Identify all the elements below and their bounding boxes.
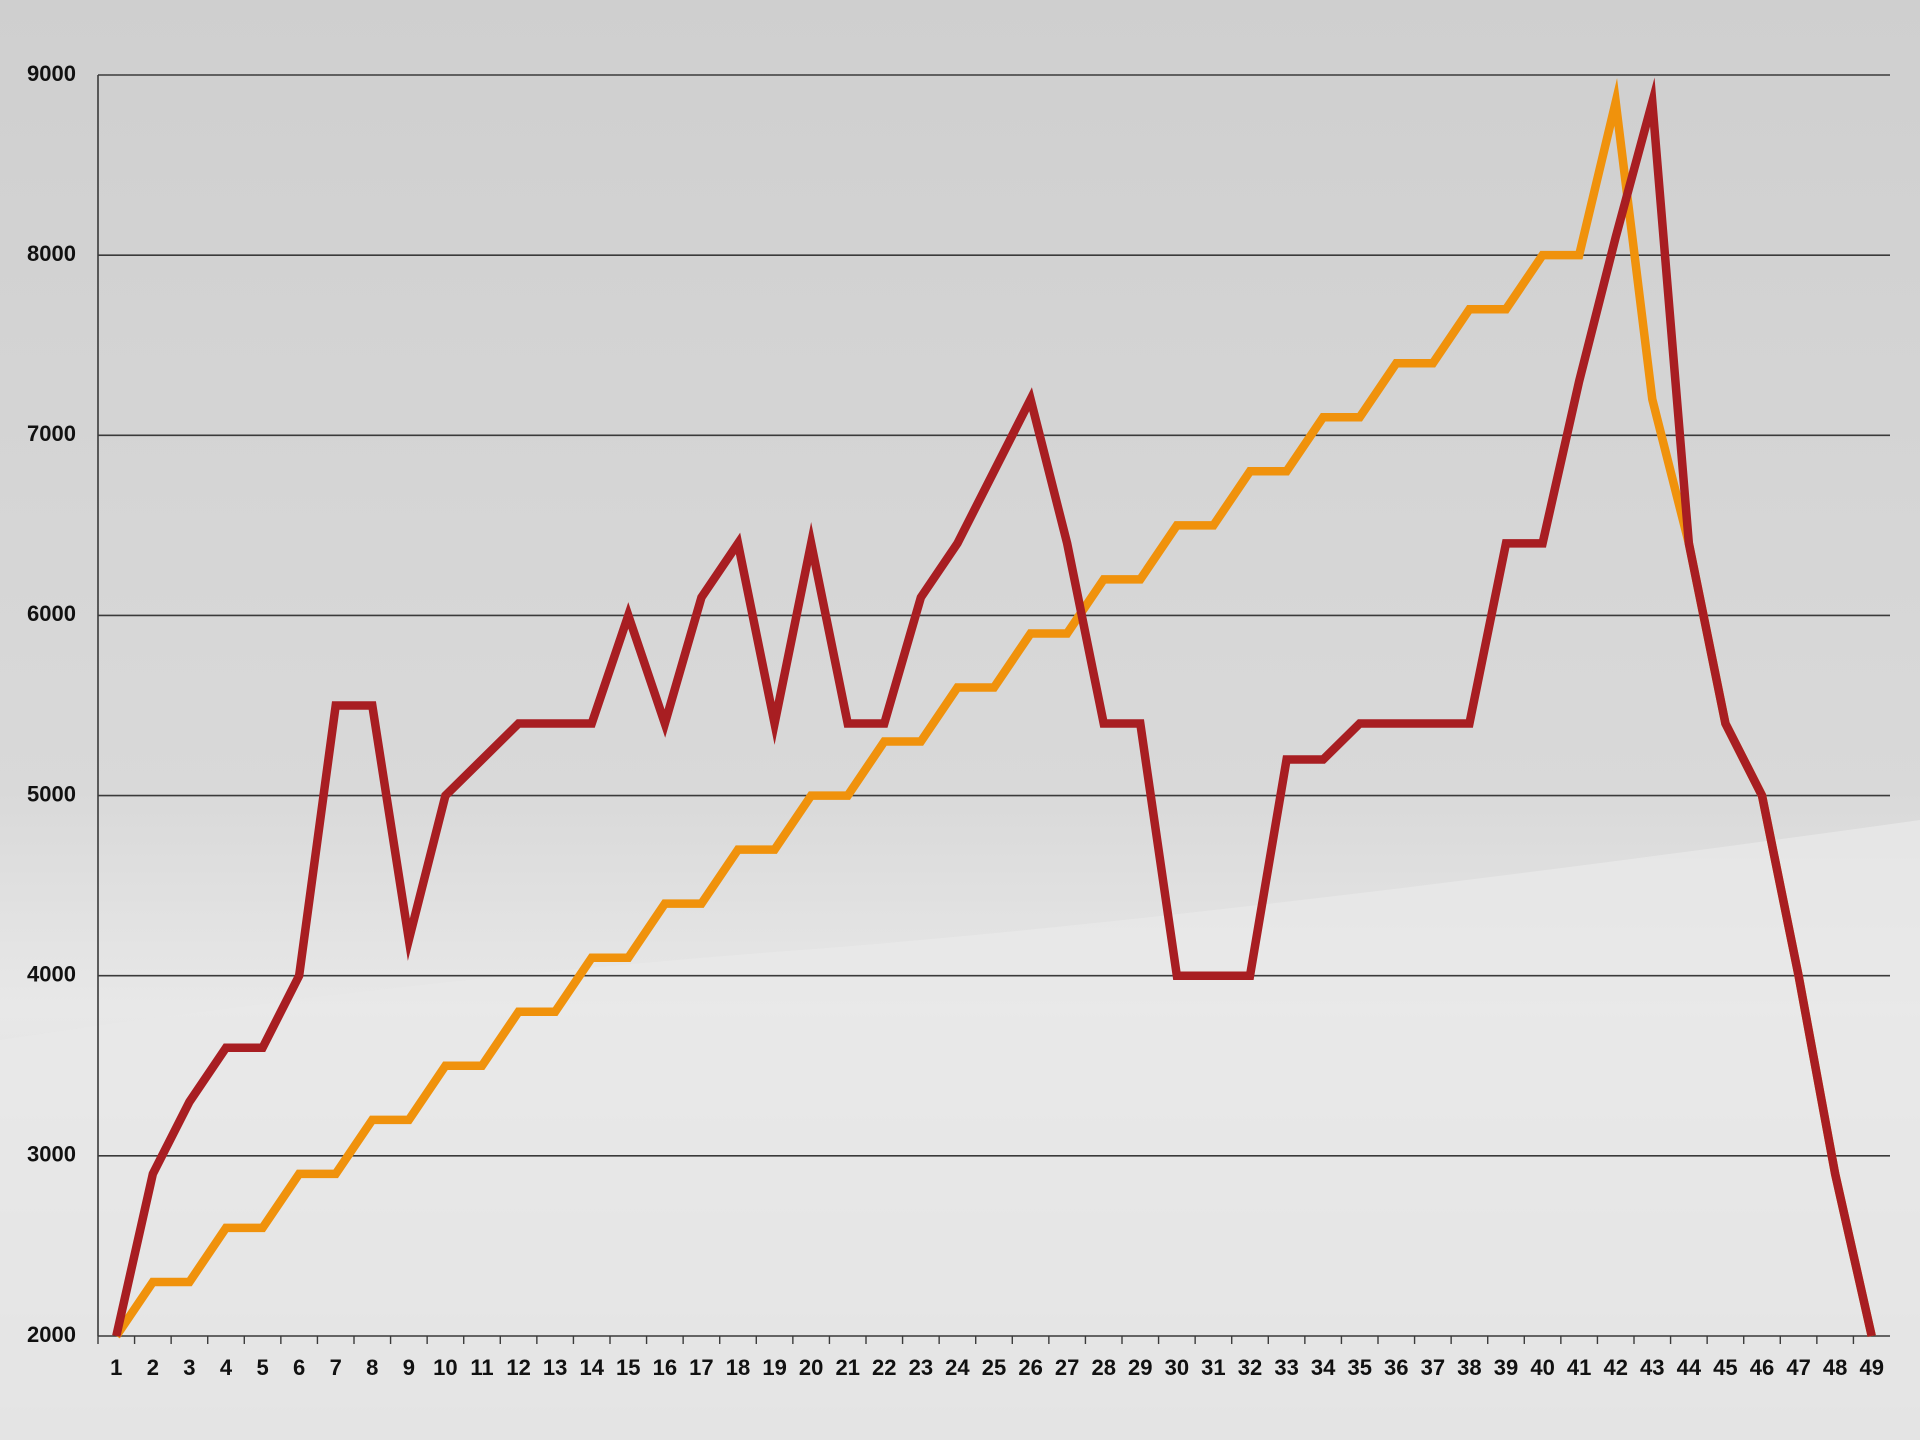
x-tick-label: 38: [1457, 1355, 1481, 1380]
x-tick-label: 20: [799, 1355, 823, 1380]
y-tick-label: 8000: [27, 241, 76, 266]
x-tick-label: 10: [433, 1355, 457, 1380]
x-tick-label: 41: [1567, 1355, 1591, 1380]
x-tick-label: 25: [982, 1355, 1006, 1380]
x-tick-label: 16: [653, 1355, 677, 1380]
x-tick-label: 8: [366, 1355, 378, 1380]
x-tick-label: 7: [330, 1355, 342, 1380]
x-tick-label: 17: [689, 1355, 713, 1380]
x-tick-label: 33: [1274, 1355, 1298, 1380]
x-tick-label: 47: [1786, 1355, 1810, 1380]
y-tick-label: 7000: [27, 421, 76, 446]
x-tick-label: 23: [909, 1355, 933, 1380]
x-tick-label: 3: [183, 1355, 195, 1380]
x-tick-label: 46: [1750, 1355, 1774, 1380]
x-tick-label: 36: [1384, 1355, 1408, 1380]
x-tick-label: 4: [220, 1355, 233, 1380]
x-tick-label: 1: [110, 1355, 122, 1380]
x-tick-label: 13: [543, 1355, 567, 1380]
y-tick-label: 3000: [27, 1142, 76, 1167]
x-tick-label: 30: [1165, 1355, 1189, 1380]
x-tick-label: 24: [945, 1355, 970, 1380]
y-tick-label: 2000: [27, 1322, 76, 1347]
x-tick-label: 6: [293, 1355, 305, 1380]
x-tick-label: 14: [579, 1355, 604, 1380]
x-tick-label: 27: [1055, 1355, 1079, 1380]
x-tick-label: 18: [726, 1355, 750, 1380]
y-tick-label: 5000: [27, 781, 76, 806]
x-tick-label: 28: [1091, 1355, 1115, 1380]
x-tick-label: 42: [1603, 1355, 1627, 1380]
x-tick-label: 11: [470, 1355, 493, 1380]
chart: 2000300040005000600070008000900012345678…: [0, 0, 1920, 1440]
x-tick-label: 39: [1494, 1355, 1518, 1380]
x-tick-label: 48: [1823, 1355, 1847, 1380]
y-tick-label: 6000: [27, 601, 76, 626]
x-tick-label: 45: [1713, 1355, 1737, 1380]
x-tick-label: 2: [147, 1355, 159, 1380]
x-tick-label: 40: [1530, 1355, 1554, 1380]
x-tick-label: 26: [1018, 1355, 1042, 1380]
x-tick-label: 9: [403, 1355, 415, 1380]
x-tick-label: 35: [1347, 1355, 1371, 1380]
x-tick-label: 12: [506, 1355, 530, 1380]
x-tick-label: 44: [1677, 1355, 1702, 1380]
x-tick-label: 15: [616, 1355, 640, 1380]
x-tick-label: 49: [1859, 1355, 1883, 1380]
x-tick-label: 32: [1238, 1355, 1262, 1380]
x-tick-label: 34: [1311, 1355, 1336, 1380]
x-tick-label: 5: [256, 1355, 268, 1380]
x-tick-label: 29: [1128, 1355, 1152, 1380]
x-tick-label: 31: [1201, 1355, 1225, 1380]
x-tick-label: 43: [1640, 1355, 1664, 1380]
y-tick-label: 4000: [27, 962, 76, 987]
y-tick-label: 9000: [27, 61, 76, 86]
x-tick-label: 22: [872, 1355, 896, 1380]
x-tick-label: 19: [762, 1355, 786, 1380]
x-tick-label: 37: [1421, 1355, 1445, 1380]
x-tick-label: 21: [835, 1355, 859, 1380]
